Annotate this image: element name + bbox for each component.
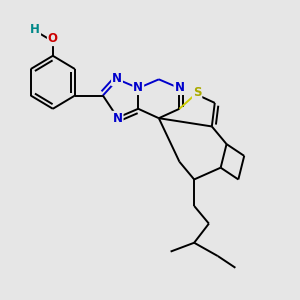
Text: N: N xyxy=(112,112,123,125)
Text: S: S xyxy=(193,86,201,99)
Text: N: N xyxy=(112,72,122,85)
Text: O: O xyxy=(48,32,58,45)
Text: N: N xyxy=(133,81,143,94)
Text: N: N xyxy=(174,81,184,94)
Text: H: H xyxy=(30,23,40,36)
